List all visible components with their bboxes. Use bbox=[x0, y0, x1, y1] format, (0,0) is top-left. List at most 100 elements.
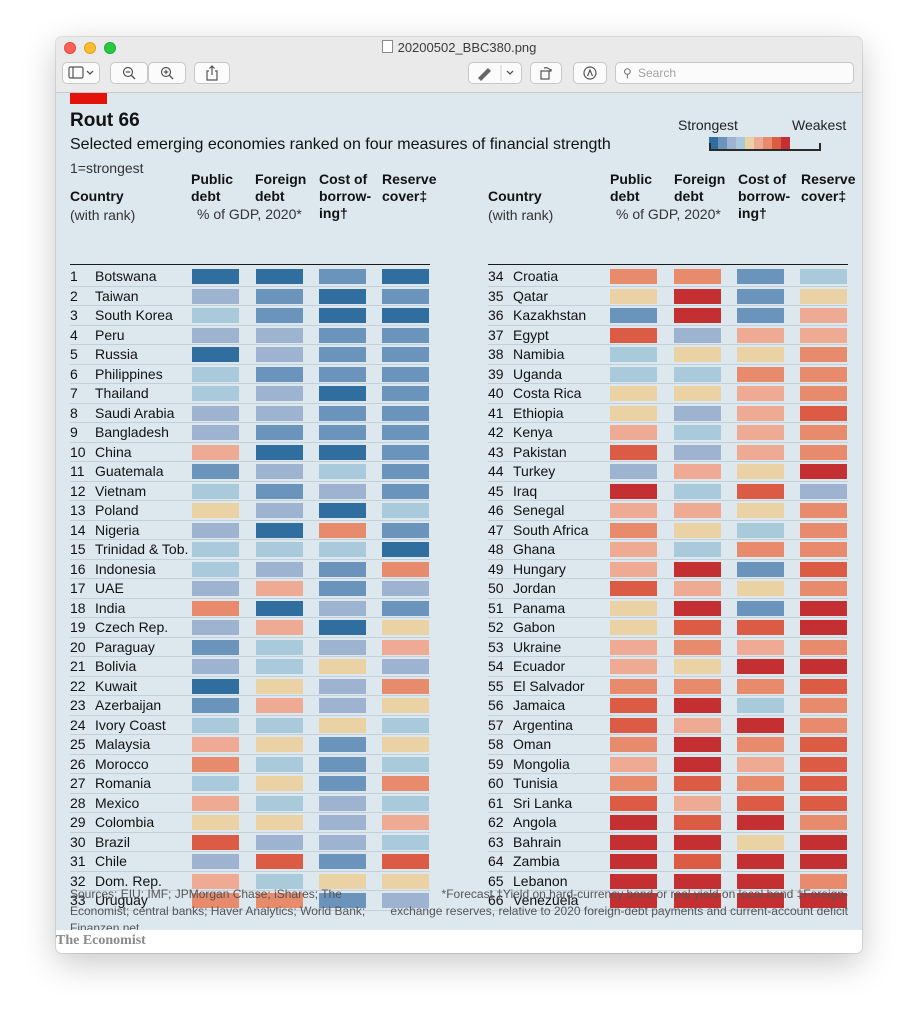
country-name: Namibia bbox=[513, 346, 565, 362]
cost-of-borrowing-swatch bbox=[737, 405, 784, 421]
public-debt-swatch bbox=[610, 366, 657, 382]
reserve-cover-swatch bbox=[800, 600, 847, 616]
public-debt-swatch bbox=[610, 678, 657, 694]
reserve-cover-swatch bbox=[382, 347, 429, 362]
markup-button[interactable] bbox=[468, 62, 522, 84]
cost-of-borrowing-swatch bbox=[737, 444, 784, 460]
header-country-sub: (with rank) bbox=[70, 207, 136, 223]
table-row: 18 India bbox=[70, 599, 430, 618]
row-divider bbox=[488, 519, 848, 521]
cost-of-borrowing-swatch bbox=[319, 795, 366, 811]
cost-of-borrowing-swatch bbox=[737, 522, 784, 538]
cost-of-borrowing-swatch bbox=[319, 425, 366, 440]
legend-weakest-label: Weakest bbox=[792, 117, 847, 133]
reserve-cover-swatch bbox=[382, 815, 429, 830]
foreign-debt-swatch bbox=[674, 503, 721, 518]
row-divider bbox=[70, 305, 430, 306]
foreign-debt-swatch bbox=[674, 425, 721, 440]
public-debt-swatch bbox=[192, 561, 239, 577]
foreign-debt-swatch bbox=[256, 288, 303, 304]
rank-number: 15 bbox=[70, 541, 86, 557]
cost-of-borrowing-swatch bbox=[737, 347, 784, 362]
cost-of-borrowing-swatch bbox=[737, 425, 784, 440]
table-row: 49 Hungary bbox=[488, 560, 848, 579]
rank-number: 21 bbox=[70, 658, 86, 674]
country-name: Uganda bbox=[513, 365, 563, 382]
reserve-cover-swatch bbox=[382, 366, 429, 382]
country-name: Paraguay bbox=[95, 638, 155, 655]
legend-color-scale bbox=[709, 137, 790, 149]
country-name: Trinidad & Tob. bbox=[95, 541, 189, 557]
reserve-cover-swatch bbox=[382, 503, 429, 518]
reserve-cover-swatch bbox=[800, 620, 847, 635]
reserve-cover-swatch bbox=[800, 795, 847, 811]
table-row: 25 Malaysia bbox=[70, 735, 430, 755]
infographic: Rout 66 Selected emerging economies rank… bbox=[56, 93, 862, 935]
close-window-button[interactable] bbox=[64, 42, 76, 54]
public-debt-swatch bbox=[610, 815, 657, 830]
country-name: Bangladesh bbox=[95, 424, 169, 440]
foreign-debt-swatch bbox=[256, 581, 303, 596]
rank-number: 64 bbox=[488, 853, 504, 869]
public-debt-swatch bbox=[192, 327, 239, 343]
row-divider bbox=[488, 792, 848, 794]
rotate-button[interactable] bbox=[530, 62, 562, 84]
public-debt-swatch bbox=[610, 620, 657, 635]
row-divider bbox=[488, 831, 848, 833]
rank-number: 66 bbox=[488, 892, 504, 908]
reserve-cover-swatch bbox=[800, 873, 847, 889]
zoom-window-button[interactable] bbox=[104, 42, 116, 54]
cost-of-borrowing-swatch bbox=[737, 776, 784, 791]
public-debt-swatch bbox=[192, 366, 239, 382]
reserve-cover-swatch bbox=[382, 542, 429, 557]
zoom-out-button[interactable] bbox=[110, 62, 148, 84]
foreign-debt-swatch bbox=[256, 893, 303, 908]
country-name: India bbox=[95, 599, 126, 616]
row-divider bbox=[70, 402, 430, 404]
reserve-cover-swatch bbox=[382, 561, 429, 577]
row-divider bbox=[70, 773, 430, 774]
cost-of-borrowing-swatch bbox=[737, 815, 784, 830]
country-name: Botswana bbox=[95, 268, 157, 284]
cost-of-borrowing-swatch bbox=[737, 366, 784, 382]
share-button[interactable] bbox=[194, 62, 230, 84]
table-row: 5 Russia bbox=[70, 345, 430, 365]
minimize-window-button[interactable] bbox=[84, 42, 96, 54]
rank-number: 28 bbox=[70, 794, 86, 811]
cost-of-borrowing-swatch bbox=[737, 756, 784, 772]
row-divider bbox=[488, 675, 848, 677]
country-name: Senegal bbox=[513, 502, 565, 518]
foreign-debt-swatch bbox=[674, 269, 721, 284]
header-cost-of-borrowing: Cost of borrow-ing† bbox=[319, 171, 372, 221]
legend-swatch bbox=[745, 137, 754, 149]
search-input[interactable] bbox=[638, 65, 838, 81]
foreign-debt-swatch bbox=[256, 347, 303, 362]
cost-of-borrowing-swatch bbox=[319, 581, 366, 596]
cost-of-borrowing-swatch bbox=[319, 444, 366, 460]
row-divider bbox=[488, 734, 848, 735]
rank-number: 35 bbox=[488, 287, 504, 304]
country-name: El Salvador bbox=[513, 677, 585, 694]
table-row: 54 Ecuador bbox=[488, 657, 848, 677]
table-row: 10 China bbox=[70, 443, 430, 462]
public-debt-swatch bbox=[610, 717, 657, 733]
rank-number: 20 bbox=[70, 638, 86, 655]
row-divider bbox=[70, 441, 430, 443]
search-field[interactable]: ⚲ bbox=[615, 62, 854, 84]
foreign-debt-swatch bbox=[674, 620, 721, 635]
foreign-debt-swatch bbox=[256, 873, 303, 889]
table-row: 8 Saudi Arabia bbox=[70, 404, 430, 423]
public-debt-swatch bbox=[192, 756, 239, 772]
sidebar-button[interactable] bbox=[62, 62, 100, 84]
country-name: Gabon bbox=[513, 619, 556, 635]
annotate-button[interactable] bbox=[573, 62, 607, 84]
zoom-in-button[interactable] bbox=[148, 62, 186, 84]
cost-of-borrowing-swatch bbox=[737, 678, 784, 694]
table-row: 14 Nigeria bbox=[70, 521, 430, 540]
rank-number: 26 bbox=[70, 755, 86, 772]
table-row: 26 Morocco bbox=[70, 755, 430, 774]
public-debt-swatch bbox=[192, 678, 239, 694]
cost-of-borrowing-swatch bbox=[737, 327, 784, 343]
header-country: Country bbox=[488, 188, 542, 204]
row-divider bbox=[488, 636, 848, 638]
